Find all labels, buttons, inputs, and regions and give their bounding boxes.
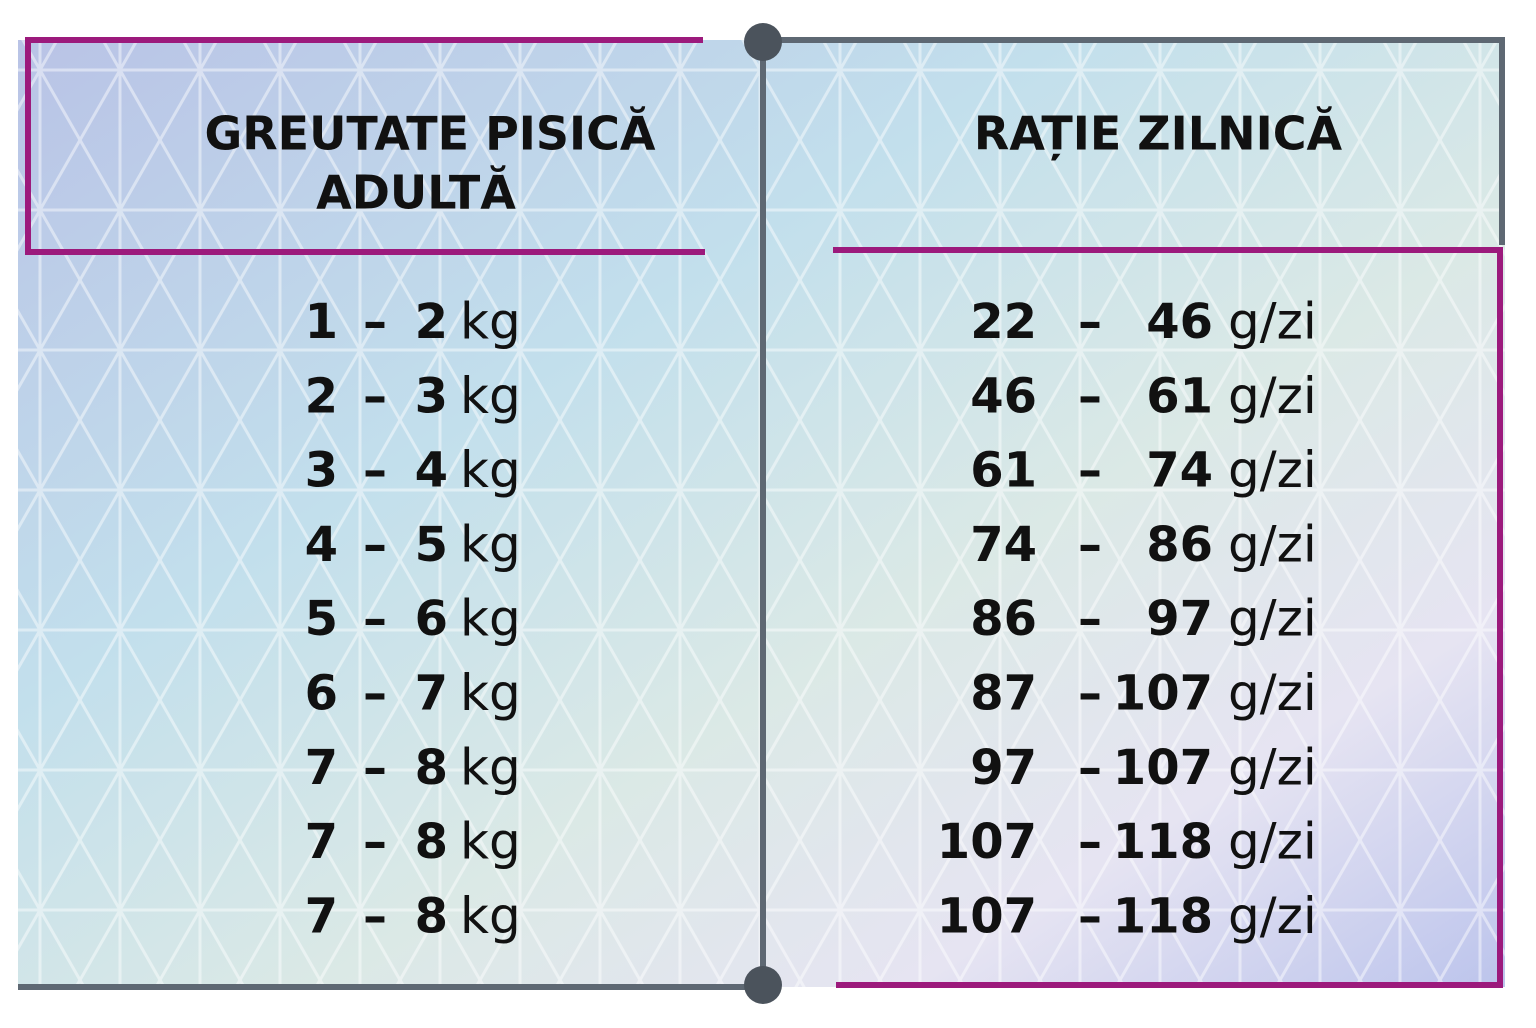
unit: kg bbox=[460, 515, 521, 573]
range-separator: – bbox=[1078, 294, 1102, 350]
range-from: 5 bbox=[305, 591, 338, 647]
column-header: GREUTATE PISICĂ bbox=[204, 106, 655, 161]
range-from: 107 bbox=[937, 888, 1037, 944]
range-to: 107 bbox=[1113, 666, 1213, 722]
range-to: 6 bbox=[415, 591, 448, 647]
range-to: 61 bbox=[1146, 368, 1213, 424]
unit: kg bbox=[460, 293, 521, 351]
range-to: 118 bbox=[1113, 888, 1213, 944]
unit: g/zi bbox=[1228, 813, 1317, 871]
range-separator: – bbox=[1078, 666, 1102, 722]
unit: g/zi bbox=[1228, 664, 1317, 722]
range-from: 4 bbox=[305, 517, 338, 573]
unit: g/zi bbox=[1228, 738, 1317, 796]
right-body-frame bbox=[833, 247, 1503, 988]
left-header-frame bbox=[25, 37, 705, 255]
divider-knob bbox=[744, 23, 782, 61]
range-from: 2 bbox=[305, 368, 338, 424]
range-to: 3 bbox=[415, 368, 448, 424]
range-separator: – bbox=[363, 368, 387, 424]
unit: kg bbox=[460, 367, 521, 425]
range-from: 22 bbox=[970, 294, 1037, 350]
range-from: 46 bbox=[970, 368, 1037, 424]
column-header: RAȚIE ZILNICĂ bbox=[974, 106, 1343, 161]
column-header: ADULTĂ bbox=[316, 165, 516, 220]
range-separator: – bbox=[363, 814, 387, 870]
unit: g/zi bbox=[1228, 515, 1317, 573]
unit: g/zi bbox=[1228, 293, 1317, 351]
range-from: 7 bbox=[305, 740, 338, 796]
range-from: 6 bbox=[305, 666, 338, 722]
range-separator: – bbox=[363, 888, 387, 944]
range-separator: – bbox=[1078, 443, 1102, 499]
unit: g/zi bbox=[1228, 887, 1317, 945]
range-from: 87 bbox=[970, 666, 1037, 722]
range-separator: – bbox=[1078, 368, 1102, 424]
range-from: 1 bbox=[305, 294, 338, 350]
range-from: 107 bbox=[937, 814, 1037, 870]
range-to: 46 bbox=[1146, 294, 1213, 350]
right-top-frame bbox=[765, 37, 1505, 245]
unit: kg bbox=[460, 590, 521, 648]
range-from: 3 bbox=[305, 443, 338, 499]
range-separator: – bbox=[1078, 814, 1102, 870]
range-separator: – bbox=[1078, 888, 1102, 944]
range-from: 97 bbox=[970, 740, 1037, 796]
range-to: 74 bbox=[1146, 443, 1213, 499]
range-separator: – bbox=[363, 443, 387, 499]
range-separator: – bbox=[1078, 591, 1102, 647]
unit: kg bbox=[460, 738, 521, 796]
range-from: 7 bbox=[305, 814, 338, 870]
range-separator: – bbox=[363, 666, 387, 722]
range-to: 7 bbox=[415, 666, 448, 722]
range-separator: – bbox=[363, 591, 387, 647]
unit: kg bbox=[460, 813, 521, 871]
range-from: 7 bbox=[305, 888, 338, 944]
range-to: 86 bbox=[1146, 517, 1213, 573]
range-to: 107 bbox=[1113, 740, 1213, 796]
range-to: 4 bbox=[415, 443, 448, 499]
range-to: 8 bbox=[415, 888, 448, 944]
range-from: 74 bbox=[970, 517, 1037, 573]
divider-knob bbox=[744, 966, 782, 1004]
range-to: 8 bbox=[415, 740, 448, 796]
range-separator: – bbox=[1078, 740, 1102, 796]
unit: g/zi bbox=[1228, 367, 1317, 425]
unit: kg bbox=[460, 664, 521, 722]
range-to: 118 bbox=[1113, 814, 1213, 870]
range-from: 86 bbox=[970, 591, 1037, 647]
range-to: 5 bbox=[415, 517, 448, 573]
range-from: 61 bbox=[970, 443, 1037, 499]
unit: g/zi bbox=[1228, 441, 1317, 499]
range-separator: – bbox=[363, 517, 387, 573]
range-to: 8 bbox=[415, 814, 448, 870]
range-separator: – bbox=[363, 294, 387, 350]
range-to: 2 bbox=[415, 294, 448, 350]
range-separator: – bbox=[363, 740, 387, 796]
range-to: 97 bbox=[1146, 591, 1213, 647]
unit: g/zi bbox=[1228, 590, 1317, 648]
range-separator: – bbox=[1078, 517, 1102, 573]
unit: kg bbox=[460, 441, 521, 499]
unit: kg bbox=[460, 887, 521, 945]
